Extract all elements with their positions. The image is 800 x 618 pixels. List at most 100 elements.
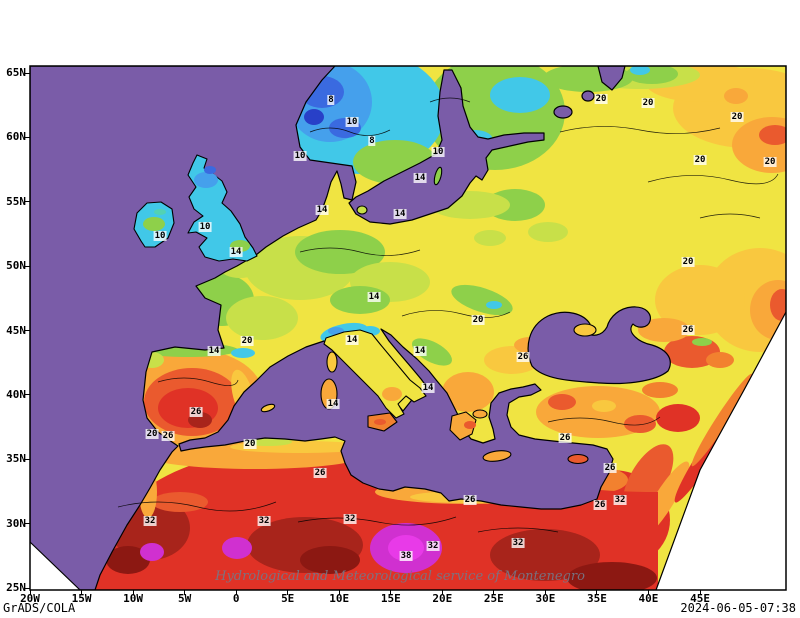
lat-tick-label: 60N — [6, 130, 26, 144]
lon-tick-label: 5E — [281, 592, 295, 605]
contour-label: 26 — [313, 468, 327, 478]
contour-label: 14 — [345, 335, 359, 345]
lon-tick-label: 15E — [380, 592, 401, 605]
lon-tick-mark — [544, 590, 546, 595]
contour-lines — [117, 97, 779, 533]
balearics — [260, 403, 276, 413]
corsica — [326, 351, 338, 373]
contour-label: 10 — [153, 231, 167, 241]
lat-tick-label: 40N — [6, 387, 26, 401]
contour-label: 20 — [145, 429, 159, 439]
cyprus — [567, 453, 589, 465]
lon-tick-mark — [647, 590, 649, 595]
contour-label: 14 — [393, 209, 407, 219]
lon-tick-mark — [699, 590, 701, 595]
contour-label: 20 — [240, 336, 254, 346]
lon-tick-label: 30E — [535, 592, 556, 605]
lon-tick-mark — [132, 590, 134, 595]
contour-label: 32 — [613, 495, 627, 505]
lon-tick-label: 10W — [123, 592, 144, 605]
map-frame — [29, 65, 787, 591]
lon-tick-mark — [493, 590, 495, 595]
contour-label: 32 — [426, 541, 440, 551]
contour-label: 20 — [471, 315, 485, 325]
lon-tick-mark — [81, 590, 83, 595]
contour-label: 14 — [413, 346, 427, 356]
lon-tick-label: 25E — [483, 592, 504, 605]
contour-label: 32 — [343, 514, 357, 524]
lat-tick-mark — [25, 201, 30, 203]
contour-label: 14 — [229, 247, 243, 257]
lon-tick-mark — [184, 590, 186, 595]
lon-tick-mark — [596, 590, 598, 595]
contour-label: 10 — [431, 147, 445, 157]
contour-label: 26 — [681, 325, 695, 335]
lon-tick-mark — [390, 590, 392, 595]
lat-tick-label: 30N — [6, 516, 26, 530]
contour-label: 10 — [198, 222, 212, 232]
lon-tick-label: 20W — [20, 592, 40, 605]
lon-tick-label: 20E — [432, 592, 453, 605]
lat-tick-label: 45N — [6, 323, 26, 337]
atlantic-ocean — [29, 65, 357, 591]
crimea — [573, 323, 597, 337]
model-domain-mask — [29, 311, 787, 591]
contour-label: 38 — [399, 551, 413, 561]
lat-tick-mark — [25, 394, 30, 396]
lat-tick-label: 25N — [6, 581, 26, 594]
lake-ladoga — [553, 105, 573, 119]
lon-tick-label: 5W — [177, 592, 192, 605]
contour-label: 32 — [511, 538, 525, 548]
contour-label: 14 — [367, 292, 381, 302]
contour-label: 20 — [594, 94, 608, 104]
contour-label: 26 — [161, 431, 175, 441]
gotland — [433, 166, 443, 186]
lat-tick-mark — [25, 72, 30, 74]
lon-tick-label: 40E — [638, 592, 659, 605]
creation-timestamp: 2024-06-05-07:38 — [680, 601, 796, 615]
contour-label: 20 — [641, 98, 655, 108]
contour-label: 8 — [368, 136, 376, 146]
lon-tick-label: 10E — [329, 592, 350, 605]
contour-label: 20 — [763, 157, 777, 167]
contour-label: 26 — [593, 500, 607, 510]
peloponnese — [449, 411, 477, 441]
lon-tick-mark — [287, 590, 289, 595]
lat-tick-label: 50N — [6, 259, 26, 273]
contour-label: 26 — [516, 352, 530, 362]
lat-tick-label: 35N — [6, 452, 26, 466]
zealand — [356, 205, 368, 215]
contour-label: 14 — [326, 399, 340, 409]
lat-tick-mark — [25, 265, 30, 267]
lon-tick-label: 35E — [587, 592, 607, 605]
lat-tick-mark — [25, 458, 30, 460]
black-sea — [527, 306, 671, 385]
contour-label: 26 — [463, 495, 477, 505]
contour-label: 14 — [421, 383, 435, 393]
contour-label: 14 — [315, 205, 329, 215]
watermark: Hydrological and Meteorological service … — [215, 569, 585, 584]
lon-tick-label: 15W — [71, 592, 92, 605]
contour-label: 8 — [327, 95, 335, 105]
contour-label: 10 — [293, 151, 307, 161]
lat-tick-label: 65N — [6, 66, 26, 79]
lat-tick-mark — [25, 587, 30, 589]
lat-tick-mark — [25, 523, 30, 525]
contour-label: 10 — [345, 117, 359, 127]
lat-tick-mark — [25, 136, 30, 138]
lat-tick-mark — [25, 330, 30, 331]
contour-label: 26 — [189, 407, 203, 417]
contour-label: 14 — [207, 346, 221, 356]
lon-tick-mark — [29, 590, 31, 595]
attica — [472, 409, 488, 419]
grads-credit: GrADS/COLA — [3, 601, 76, 615]
contour-label: 20 — [730, 112, 744, 122]
contour-label: 26 — [558, 433, 572, 443]
lat-tick-label: 55N — [6, 194, 26, 208]
contour-label: 32 — [143, 516, 157, 526]
lon-tick-label: 0 — [232, 592, 240, 605]
contour-label: 26 — [603, 463, 617, 473]
